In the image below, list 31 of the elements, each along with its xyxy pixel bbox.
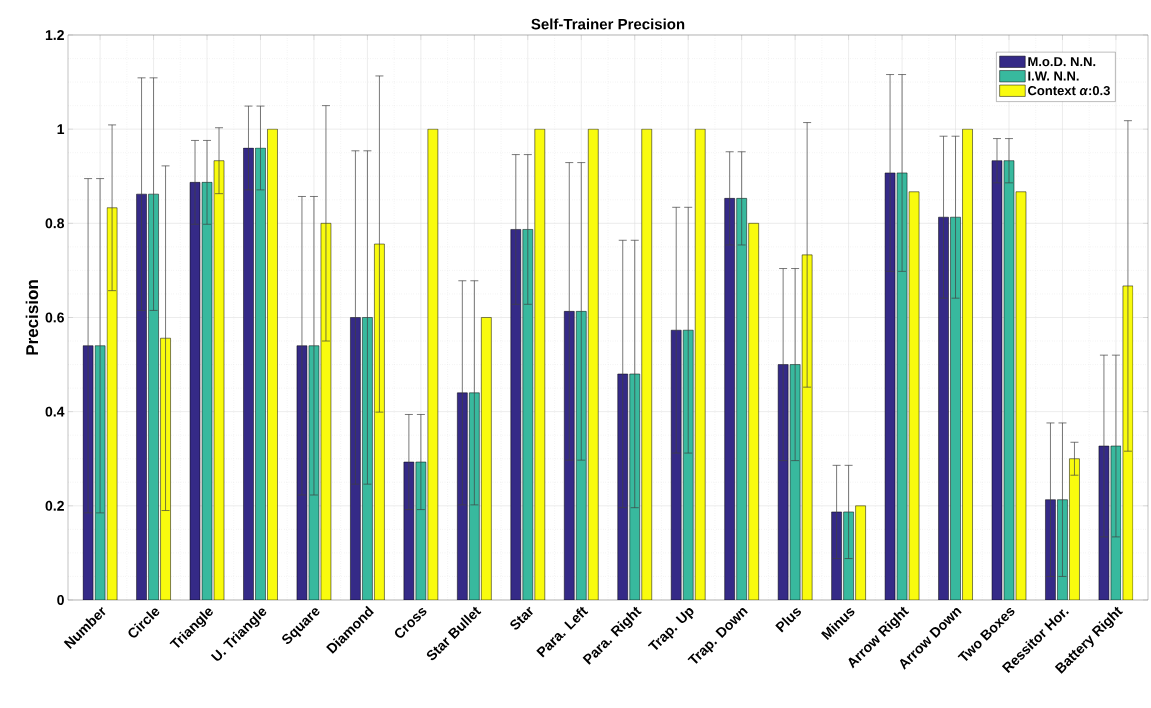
bar [938,216,949,600]
y-tick-label: 0.4 [45,406,65,417]
legend-label: M.o.D. N.N. [1028,57,1096,67]
bar [831,511,842,600]
bar [670,329,682,600]
y-tick-label: 0.6 [45,312,64,323]
y-tick-label: 0.2 [45,500,64,511]
y-axis-title: Precision [25,280,39,355]
bar [617,373,628,600]
bar [777,364,789,600]
bar [189,182,201,600]
y-tick-label: 0.8 [45,218,65,229]
bar [350,317,361,600]
bar [457,392,468,600]
bar [510,229,522,600]
bar [136,193,147,600]
legend-label: I.W. N.N. [1028,71,1079,81]
bar [564,311,575,600]
bar [991,160,1003,600]
x-tick-label: Trap. Up [647,608,694,651]
chart-title: Self-Trainer Precision [531,18,685,30]
y-tick-label: 1 [57,124,65,134]
bar [1045,499,1056,600]
x-tick-label: Star [510,606,533,630]
y-tick-label: 1.2 [45,30,64,40]
bar [243,147,254,600]
y-tick-label: 0 [57,595,64,605]
legend-label: Context α:0.3 [1028,86,1110,96]
bar [884,172,896,600]
bar [724,198,735,600]
bar [403,461,415,600]
